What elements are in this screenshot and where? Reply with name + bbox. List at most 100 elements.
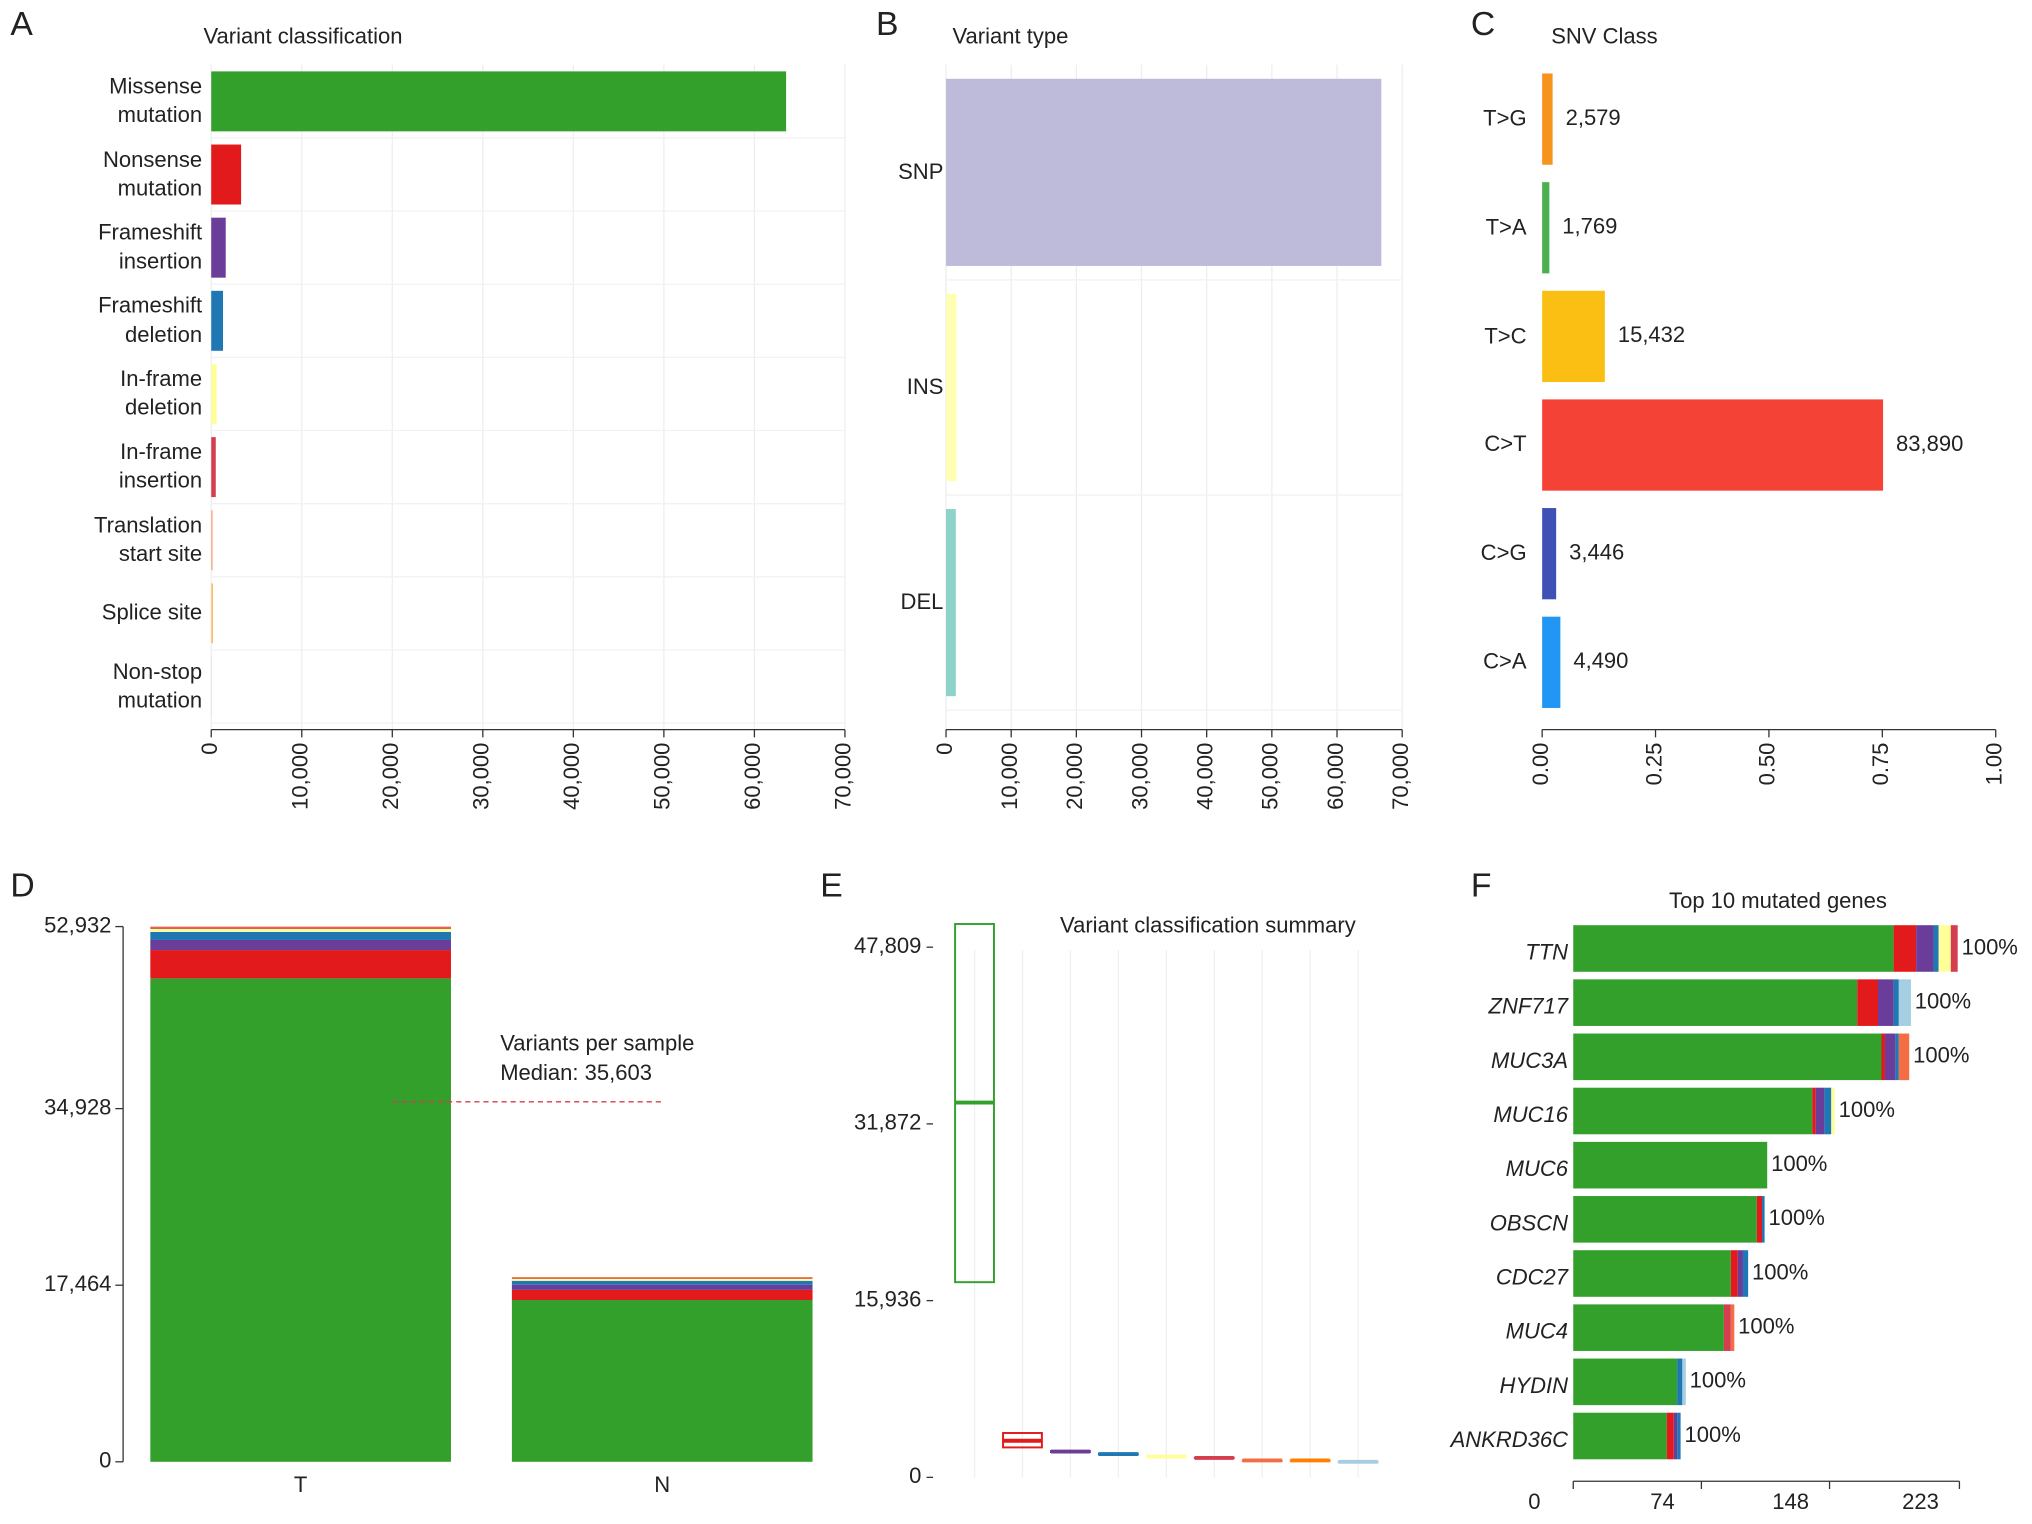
category-label-box: Missense mutation: [109, 74, 203, 128]
category-label-box: Frameshift insertion: [98, 220, 203, 274]
category-label: ZNF717: [1488, 994, 1569, 1019]
bar-segment: [150, 927, 451, 929]
y-tick-label: 34,928: [44, 1094, 111, 1119]
chart-title: SNV Class: [1551, 23, 1657, 48]
y-tick-label: 17,464: [44, 1271, 111, 1296]
x-tick-label: 30,000: [469, 743, 494, 810]
bar: [946, 78, 1382, 266]
category-label: TTN: [1525, 939, 1568, 964]
category-label-box: SNP: [898, 159, 944, 184]
category-label: Frameshift deletion: [98, 293, 203, 347]
bar-segment: [511, 1280, 813, 1285]
category-label: CDC27: [1496, 1264, 1569, 1289]
category-label: Frameshift insertion: [98, 220, 203, 274]
panel-letter: D: [10, 868, 34, 905]
x-tick-label: 0.00: [1528, 743, 1553, 786]
category-label: MUC4: [1506, 1319, 1568, 1344]
bar-segment: [1898, 1033, 1910, 1081]
x-tick-label: 50,000: [1258, 743, 1283, 810]
bar-segment: [1938, 925, 1951, 972]
bar: [211, 290, 224, 351]
bar: [1542, 73, 1553, 165]
x-tick-label: 0: [932, 743, 957, 755]
bar-segment: [511, 1284, 813, 1290]
value-label: 100%: [1768, 1205, 1824, 1230]
category-label-box: C>T: [1484, 432, 1526, 457]
bar-segment: [1737, 1250, 1743, 1297]
bar-segment: [1573, 1033, 1882, 1081]
category-label: ANKRD36C: [1449, 1427, 1570, 1452]
bar-segment: [1723, 1304, 1731, 1351]
category-label-box: Non-stop mutation: [112, 659, 203, 713]
bar-segment: [1730, 1250, 1738, 1297]
y-tick-label: 0: [909, 1463, 921, 1488]
x-tick-label: 0.50: [1755, 743, 1780, 786]
x-tick-label: 20,000: [1062, 743, 1087, 810]
bar-segment: [1857, 979, 1879, 1026]
value-label: 100%: [1839, 1097, 1895, 1122]
panel-letter: E: [820, 868, 842, 905]
category-label: INS: [906, 374, 944, 400]
bar-segment: [1666, 1412, 1674, 1460]
y-tick-label: 0: [99, 1448, 111, 1473]
bar-segment: [511, 1277, 813, 1279]
category-label: Non-stop mutation: [112, 659, 203, 713]
bar: [211, 437, 216, 498]
bar: [211, 217, 226, 278]
value-label: 83,890: [1896, 431, 1963, 456]
bar-segment: [1730, 1304, 1735, 1351]
value-label: 100%: [1771, 1151, 1827, 1176]
value-label: 100%: [1690, 1368, 1746, 1393]
x-tick-label: 60,000: [1323, 743, 1348, 810]
bar: [1542, 182, 1550, 274]
bar-segment: [511, 1289, 813, 1301]
x-tick-label: 30,000: [1127, 743, 1152, 810]
category-label-box: INS: [906, 374, 944, 400]
category-label: Nonsense mutation: [102, 147, 203, 201]
y-tick-label: 47,809: [854, 933, 921, 958]
chart-title: Variant type: [953, 23, 1069, 48]
category-label: SNP: [898, 159, 944, 184]
bar-segment: [150, 928, 451, 932]
category-label-box: In-frame insertion: [119, 440, 202, 493]
bar: [211, 510, 213, 571]
bar-segment: [1573, 1304, 1724, 1351]
category-label: Splice site: [101, 600, 203, 625]
bar-segment: [1898, 979, 1911, 1026]
bar-segment: [1673, 1412, 1678, 1460]
y-tick-label: 31,872: [854, 1110, 921, 1135]
bar-segment: [150, 931, 451, 940]
bar-segment: [150, 926, 451, 928]
bar: [1542, 290, 1605, 383]
bar: [1542, 616, 1561, 708]
x-tick-label: 40,000: [1192, 743, 1217, 810]
chart-title: Variant classification summary: [1060, 912, 1356, 937]
bar-segment: [1677, 1358, 1683, 1406]
bar-segment: [1573, 1141, 1768, 1189]
category-label: Translation start site: [93, 512, 203, 567]
bar-segment: [150, 950, 451, 979]
bar-segment: [1756, 1196, 1763, 1243]
panel-letter: B: [876, 6, 898, 43]
category-label-box: Frameshift deletion: [98, 293, 203, 347]
x-tick-label: 70,000: [831, 743, 856, 810]
category-label-box: C>G: [1481, 541, 1527, 566]
bar-segment: [1884, 1033, 1896, 1081]
panel-letter: C: [1471, 6, 1495, 43]
category-label: MUC6: [1506, 1156, 1569, 1181]
bar-segment: [1762, 1196, 1765, 1243]
category-label: Missense mutation: [109, 74, 203, 128]
y-tick-label: 15,936: [854, 1286, 921, 1311]
category-label-box: T>G: [1483, 106, 1526, 131]
category-label: MUC16: [1493, 1102, 1568, 1127]
x-tick-label: 148: [1772, 1489, 1809, 1514]
value-label: 100%: [1913, 1043, 1969, 1068]
annotation: Median: 35,603: [500, 1060, 652, 1085]
y-tick-label: 52,932: [44, 912, 111, 937]
category-label-box: C>A: [1483, 649, 1526, 674]
bar-segment: [1573, 1250, 1731, 1297]
chart-title: Variant classification: [203, 23, 402, 48]
category-label: DEL: [900, 589, 944, 615]
category-label: MUC3A: [1491, 1048, 1568, 1073]
bar: [211, 363, 217, 424]
